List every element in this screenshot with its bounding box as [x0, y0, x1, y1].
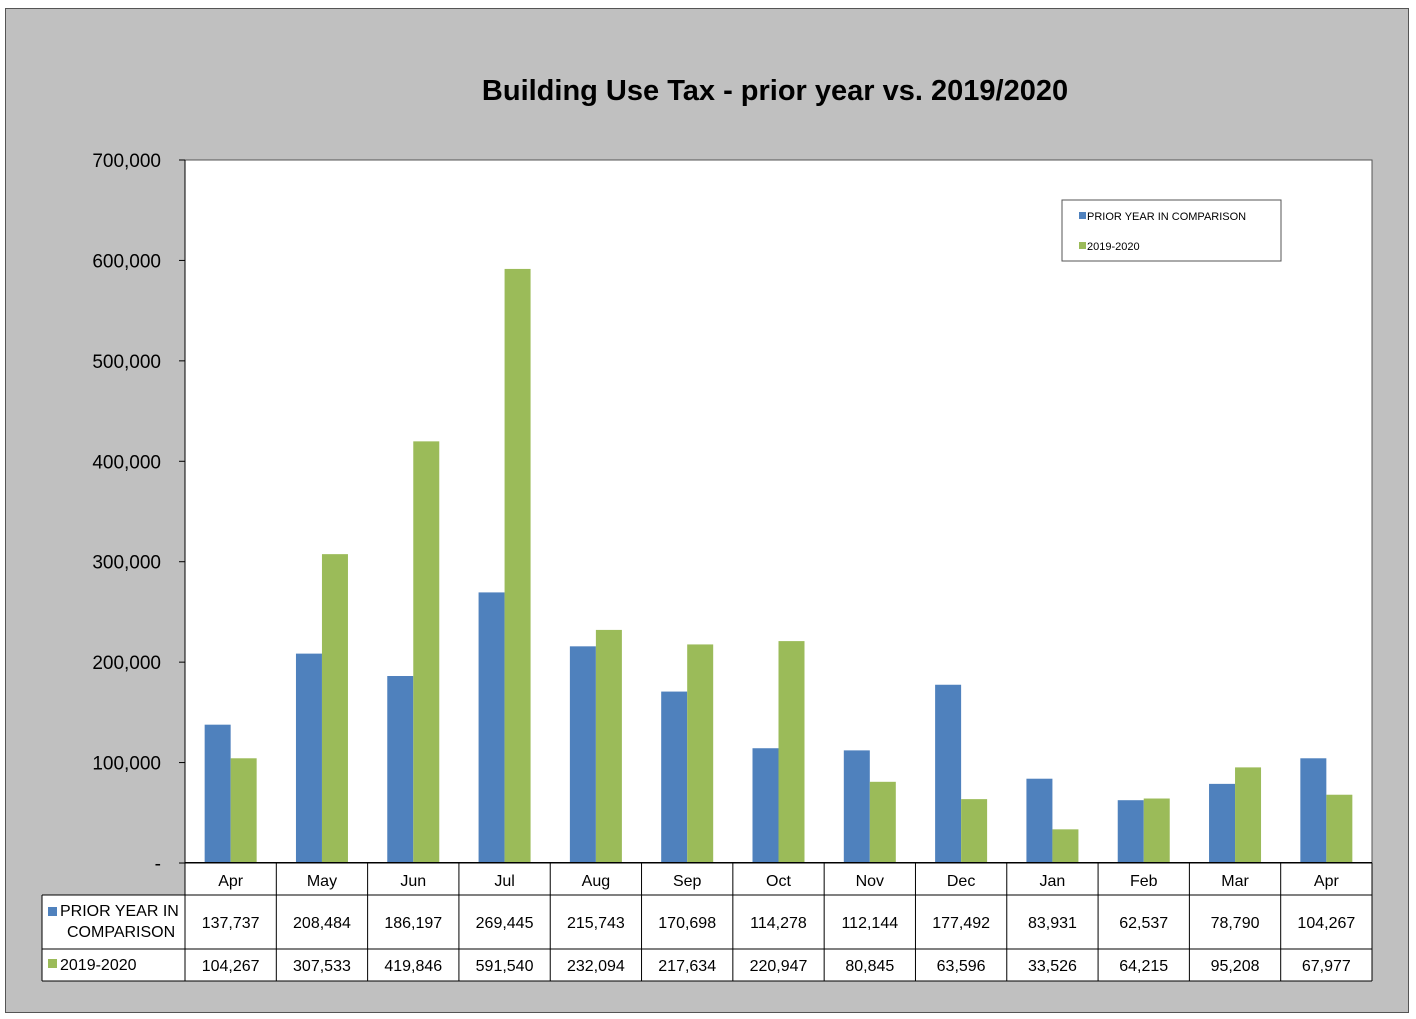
- table-legend-key: [48, 959, 57, 968]
- bar-2019-2020: [1143, 798, 1170, 863]
- x-category-label: Mar: [1221, 873, 1249, 890]
- bar-prior-year: [661, 691, 688, 863]
- y-axis: - 100,000 200,000 300,000 400,000 500,000 600,…: [92, 151, 186, 875]
- legend-label: PRIOR YEAR IN COMPARISON: [1087, 211, 1246, 223]
- x-category-label: May: [307, 873, 337, 890]
- table-body-bg: [42, 895, 1372, 981]
- table-header-bg: [185, 863, 1372, 895]
- x-category-label: Jan: [1040, 873, 1066, 890]
- bar-2019-2020: [869, 781, 896, 863]
- table-cell-prior-year: 137,737: [202, 915, 260, 932]
- x-category-label: Apr: [218, 873, 244, 890]
- bar-2019-2020: [321, 554, 348, 863]
- table-cell-prior-year: 104,267: [1297, 915, 1355, 932]
- table-cell-2019-2020: 419,846: [384, 958, 442, 975]
- bar-prior-year: [295, 653, 322, 863]
- bar-2019-2020: [230, 758, 257, 863]
- bar-prior-year: [478, 592, 505, 863]
- table-row-label: PRIOR YEAR IN: [60, 903, 179, 920]
- table-cell-prior-year: 177,492: [932, 915, 990, 932]
- bar-2019-2020: [687, 644, 714, 863]
- y-tick-label: -: [155, 854, 161, 875]
- legend-box: [1061, 199, 1282, 262]
- table-cell-2019-2020: 104,267: [202, 958, 260, 975]
- x-category-label: Nov: [856, 873, 884, 890]
- table-cell-prior-year: 62,537: [1119, 915, 1168, 932]
- table-row-label: 2019-2020: [60, 957, 137, 974]
- bar-2019-2020: [961, 799, 988, 863]
- bar-prior-year: [935, 684, 962, 863]
- legend-key: [1079, 212, 1086, 219]
- x-category-label: Dec: [947, 873, 975, 890]
- bar-2019-2020: [595, 629, 622, 863]
- x-category-label: Sep: [673, 873, 702, 890]
- y-tick-label: 100,000: [92, 754, 161, 775]
- table-cell-2019-2020: 591,540: [476, 958, 534, 975]
- bar-prior-year: [387, 676, 414, 863]
- x-category-label: Apr: [1314, 873, 1340, 890]
- bar-prior-year: [752, 748, 779, 863]
- legend-label: 2019-2020: [1087, 241, 1140, 253]
- table-cell-2019-2020: 232,094: [567, 958, 625, 975]
- bar-2019-2020: [504, 268, 531, 864]
- x-category-label: Jul: [494, 873, 514, 890]
- y-tick-label: 500,000: [92, 352, 161, 373]
- bar-2019-2020: [778, 641, 805, 863]
- table-row-label: COMPARISON: [67, 924, 175, 941]
- bar-2019-2020: [1235, 767, 1262, 863]
- bar-prior-year: [1300, 758, 1327, 863]
- x-category-label: Aug: [582, 873, 610, 890]
- table-cell-prior-year: 78,790: [1211, 915, 1260, 932]
- bar-prior-year: [204, 724, 231, 863]
- bar-2019-2020: [1326, 794, 1353, 863]
- bars-group: [185, 268, 1372, 864]
- data-table: Apr 137,737 104,267 May 208,484 307,533 Jun 186…: [41, 862, 1373, 982]
- table-cell-2019-2020: 64,215: [1119, 958, 1168, 975]
- table-cell-prior-year: 170,698: [658, 915, 716, 932]
- table-cell-2019-2020: 63,596: [937, 958, 986, 975]
- table-cell-prior-year: 114,278: [750, 915, 807, 932]
- legend: PRIOR YEAR IN COMPARISON 2019-2020: [1061, 199, 1282, 262]
- chart-title: Building Use Tax - prior year vs. 2019/2…: [482, 75, 1068, 107]
- y-tick-label: 600,000: [92, 251, 161, 272]
- table-cell-prior-year: 186,197: [384, 915, 442, 932]
- table-cell-prior-year: 208,484: [293, 915, 351, 932]
- x-category-label: Jun: [400, 873, 426, 890]
- table-cell-prior-year: 112,144: [841, 915, 898, 932]
- bar-prior-year: [843, 750, 870, 863]
- table-cell-2019-2020: 220,947: [750, 958, 808, 975]
- x-category-label: Feb: [1130, 873, 1158, 890]
- table-cell-2019-2020: 217,634: [658, 958, 716, 975]
- table-cell-2019-2020: 95,208: [1211, 958, 1260, 975]
- table-cell-prior-year: 83,931: [1028, 915, 1077, 932]
- y-tick-label: 300,000: [92, 553, 161, 574]
- legend-key: [1079, 242, 1086, 249]
- table-cell-prior-year: 215,743: [567, 915, 625, 932]
- table-cell-2019-2020: 33,526: [1028, 958, 1077, 975]
- bar-prior-year: [1209, 783, 1236, 863]
- y-tick-label: 400,000: [92, 452, 161, 473]
- bar-prior-year: [1026, 778, 1053, 863]
- y-tick-label: 200,000: [92, 653, 161, 674]
- table-cell-2019-2020: 67,977: [1302, 958, 1351, 975]
- table-cell-2019-2020: 80,845: [845, 958, 894, 975]
- bar-prior-year: [569, 646, 596, 863]
- bar-2019-2020: [413, 441, 440, 863]
- x-category-label: Oct: [766, 873, 791, 890]
- table-cell-prior-year: 269,445: [476, 915, 534, 932]
- bar-2019-2020: [1052, 829, 1079, 863]
- table-legend-key: [48, 907, 57, 916]
- y-tick-label: 700,000: [92, 151, 161, 172]
- table-cell-2019-2020: 307,533: [293, 958, 351, 975]
- bar-prior-year: [1117, 800, 1144, 863]
